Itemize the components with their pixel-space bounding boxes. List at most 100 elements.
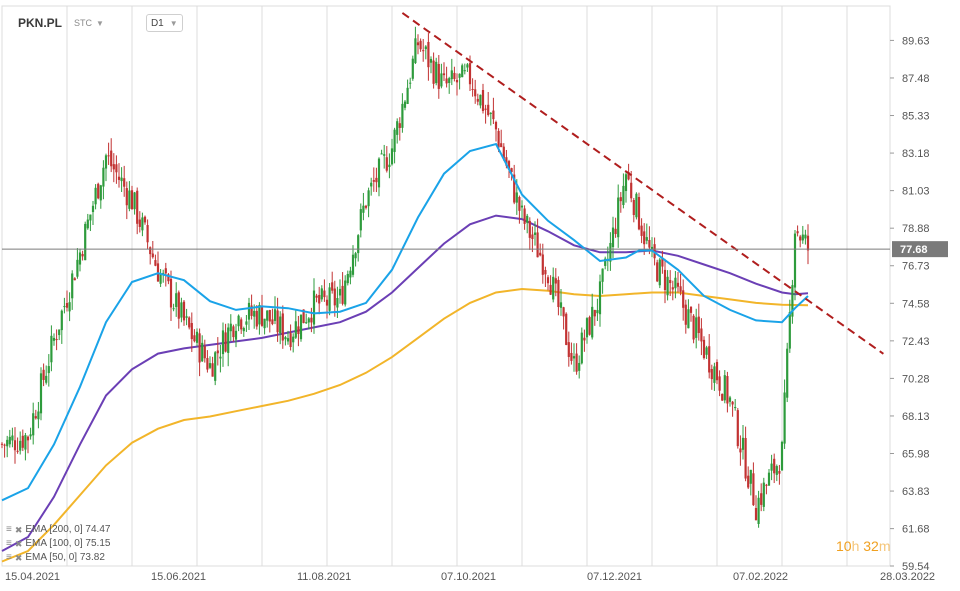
ema200-polyline xyxy=(1,287,809,563)
settings-lines-icon[interactable]: ≡ xyxy=(6,524,12,535)
candle-body xyxy=(128,190,131,209)
candle-body xyxy=(240,319,243,330)
candle-body xyxy=(531,234,534,240)
candle-body xyxy=(658,259,661,286)
candle-body xyxy=(679,286,682,292)
candle-body xyxy=(255,310,258,327)
candle-body xyxy=(58,329,61,336)
legend-ema50-text: EMA [50, 0] 73.82 xyxy=(25,552,105,563)
candle-body xyxy=(710,369,713,380)
candle-body xyxy=(583,337,586,341)
timer-minutes-unit: m xyxy=(878,538,891,554)
candle-body xyxy=(227,327,230,353)
candle-body xyxy=(624,174,628,192)
candle-body xyxy=(362,205,365,213)
candle-body xyxy=(271,319,274,325)
candle-body xyxy=(580,332,583,364)
candle-body xyxy=(24,435,27,450)
candle-body xyxy=(432,60,435,84)
candle-body xyxy=(520,205,524,208)
timeframe-select[interactable]: D1 ▼ xyxy=(145,14,183,32)
candle-body xyxy=(731,401,734,405)
candle-body xyxy=(424,46,427,50)
candle-body xyxy=(299,314,303,340)
close-icon[interactable]: ✖ xyxy=(14,539,23,549)
close-icon[interactable]: ✖ xyxy=(14,553,23,563)
candle-body xyxy=(143,216,147,223)
candle-body xyxy=(193,335,196,342)
candle-body xyxy=(489,112,492,114)
candle-body xyxy=(195,331,199,343)
candle-body xyxy=(284,337,287,340)
candle-body xyxy=(481,89,485,111)
candle-body xyxy=(674,277,677,289)
candle-body xyxy=(442,73,446,76)
candle-body xyxy=(617,197,620,238)
candle-body xyxy=(559,302,563,308)
candle-body xyxy=(125,188,128,206)
candle-body xyxy=(117,176,121,180)
candle-body xyxy=(224,332,227,352)
candle-body xyxy=(250,305,253,316)
candle-body xyxy=(167,274,170,282)
candle-body xyxy=(775,466,778,475)
candle-body xyxy=(357,235,360,254)
candle-body xyxy=(180,302,183,318)
settings-lines-icon[interactable]: ≡ xyxy=(6,538,12,549)
candle-body xyxy=(310,317,313,323)
y-axis: 89.63 87.48 85.33 83.18 81.03 78.88 76.73 74.58… xyxy=(890,35,930,573)
close-icon[interactable]: ✖ xyxy=(14,525,23,535)
candle-body xyxy=(154,260,157,266)
candle-body xyxy=(34,416,37,419)
candle-body xyxy=(65,302,69,308)
candle-body xyxy=(643,231,646,245)
candle-body xyxy=(104,155,108,169)
candle-body xyxy=(669,280,672,284)
candle-body xyxy=(799,236,802,241)
candle-body xyxy=(201,342,204,362)
candle-body xyxy=(666,276,669,296)
candle-body xyxy=(279,316,282,334)
candle-body xyxy=(253,310,256,317)
candle-body xyxy=(492,110,495,120)
candle-body xyxy=(770,463,773,471)
candle-body xyxy=(136,190,139,224)
candle-body xyxy=(515,192,518,203)
candle-body xyxy=(94,187,97,205)
candle-body xyxy=(796,231,799,234)
candle-body xyxy=(723,375,726,401)
candle-body xyxy=(718,376,721,391)
candle-body xyxy=(695,317,698,338)
y-tick-label: 65.98 xyxy=(902,449,930,461)
candle-body xyxy=(804,234,807,239)
ema200-line xyxy=(1,287,809,563)
candle-body xyxy=(708,346,711,373)
candle-body xyxy=(596,310,599,314)
candle-body xyxy=(398,123,401,128)
settings-lines-icon[interactable]: ≡ xyxy=(6,552,12,563)
candle-body xyxy=(292,336,295,343)
candle-body xyxy=(182,301,186,321)
candle-body xyxy=(466,64,469,68)
candle-body xyxy=(806,235,810,251)
candle-body xyxy=(242,328,245,332)
candle-body xyxy=(406,87,409,104)
candle-body xyxy=(3,444,6,446)
candle-body xyxy=(245,321,248,325)
y-tick-label: 63.83 xyxy=(902,486,930,498)
candle-body xyxy=(536,232,539,258)
candle-body xyxy=(682,290,685,308)
market-label: STC xyxy=(74,18,93,28)
candle-body xyxy=(416,42,420,46)
ticker-selector[interactable]: PKN.PL STC ▼ xyxy=(18,16,104,30)
candle-body xyxy=(793,233,797,288)
candle-body xyxy=(762,482,765,507)
candle-body xyxy=(68,302,71,312)
candle-body xyxy=(149,247,152,255)
candle-body xyxy=(323,290,326,298)
candle-body xyxy=(50,335,53,363)
chevron-down-icon: ▼ xyxy=(169,18,178,28)
candle-body xyxy=(622,185,625,206)
x-axis: 15.04.2021 15.06.2021 11.08.2021 07.10.2021… xyxy=(5,571,935,583)
